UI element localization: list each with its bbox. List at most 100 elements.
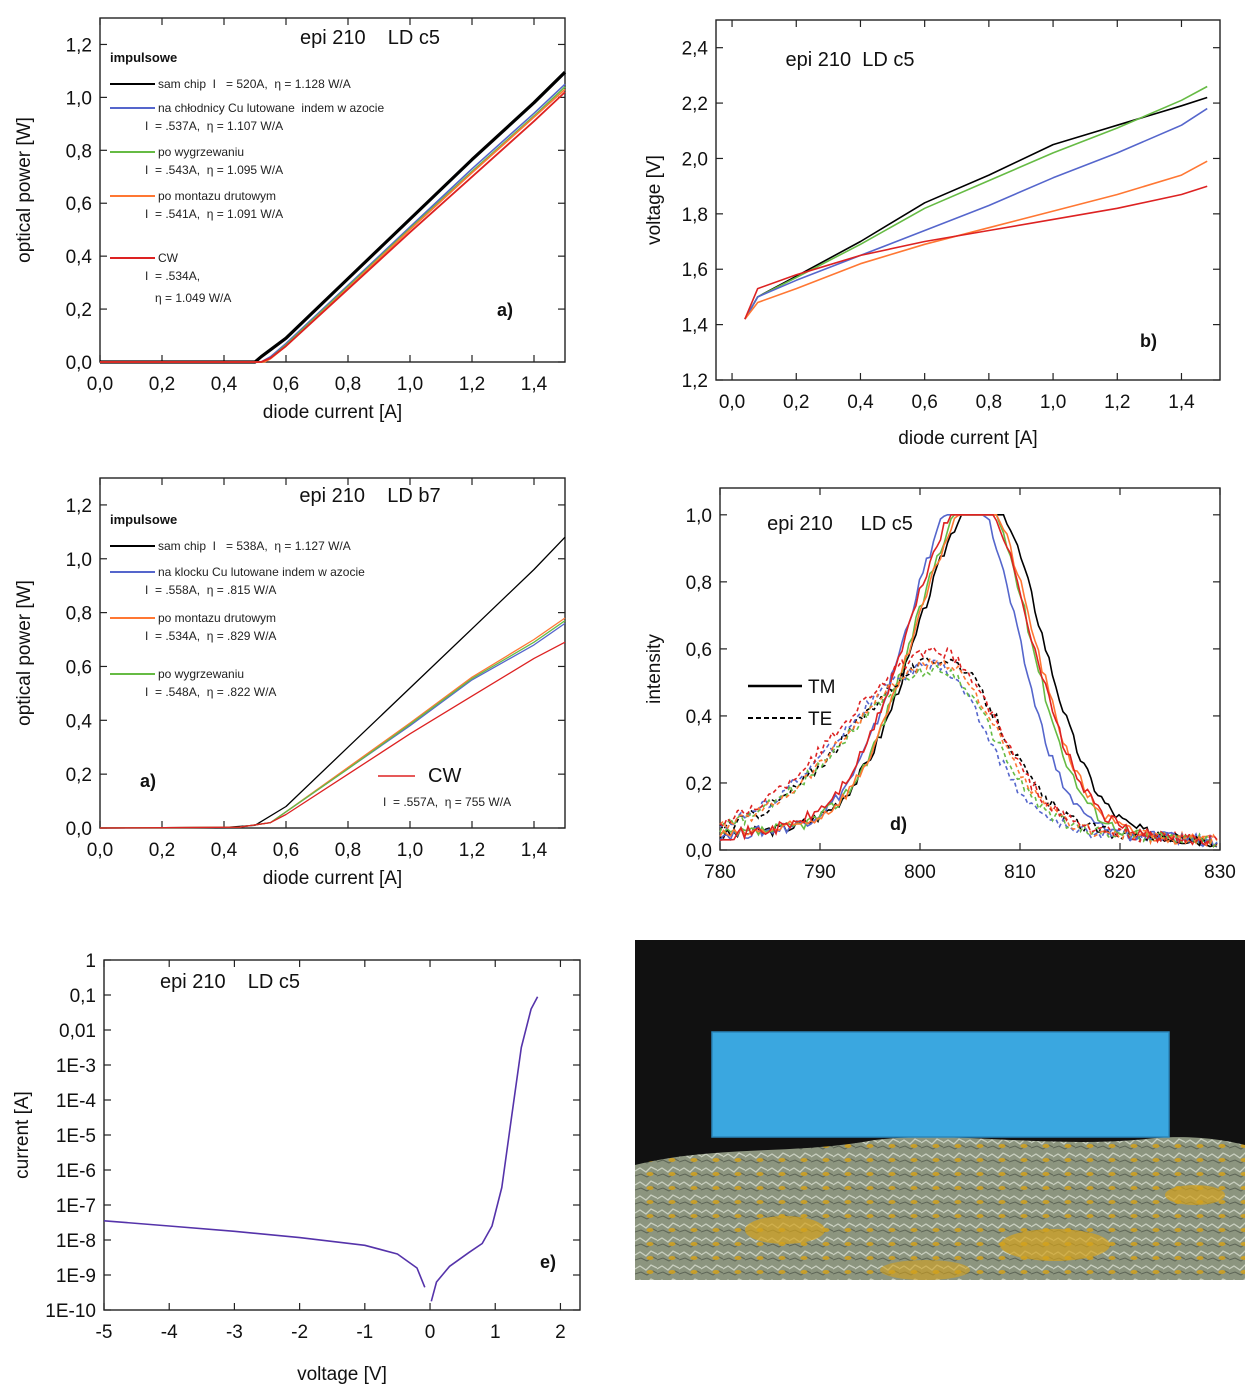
y-tick-label: 0,4 — [686, 707, 713, 728]
y-axis-label: voltage [V] — [644, 155, 665, 245]
series-line — [99, 641, 566, 829]
x-tick-label: 0,2 — [149, 374, 175, 395]
y-tick-label: 0,0 — [686, 841, 712, 862]
legend-entry-detail: I = .534A, — [145, 269, 200, 283]
y-tick-label: 0,4 — [66, 711, 93, 732]
legend-entry-detail: I = .543A, η = 1.095 W/A — [145, 163, 283, 177]
panel-letter: b) — [1140, 331, 1157, 351]
y-tick-label: 1E-10 — [45, 1301, 96, 1322]
chart-panel-e: -5 -4 -3 -2 -1 0 1 2 1E-10 1E-9 1E-8 1E-7 1E-6 1E-5 1E… — [0, 940, 600, 1389]
y-tick-label: 1E-5 — [56, 1126, 96, 1147]
plot-frame — [719, 487, 1221, 851]
x-tick-label: 0,8 — [976, 392, 1002, 413]
x-tick-label: 830 — [1204, 862, 1236, 883]
x-tick-label: 0 — [425, 1322, 436, 1343]
legend-entry: CW — [158, 251, 179, 265]
y-tick-label: 0,6 — [66, 657, 92, 678]
y-tick-label: 1,8 — [682, 205, 708, 226]
chart-panel-d: 780 790 800 810 820 830 0,0 0,2 0,4 0,6 0,8 1,0 inte… — [620, 460, 1246, 900]
panel-letter: a) — [140, 771, 156, 791]
y-tick-label: 1,0 — [66, 88, 92, 109]
y-tick-label: 0,6 — [66, 194, 92, 215]
legend-entry: po montazu drutowym — [158, 611, 276, 625]
legend-entry-detail: I = .534A, η = .829 W/A — [145, 629, 276, 643]
x-tick-label: 0,6 — [273, 840, 299, 861]
series-line — [100, 88, 566, 363]
solder-region — [1165, 1185, 1225, 1205]
chart-e-svg: -5 -4 -3 -2 -1 0 1 2 1E-10 1E-9 1E-8 1E-7 1E-6 1E-5 1E… — [12, 951, 581, 1385]
x-axis-label: diode current [A] — [898, 428, 1037, 449]
x-tick-label: 0,2 — [149, 840, 175, 861]
x-tick-label: 1 — [490, 1322, 501, 1343]
x-tick-label: 1,0 — [397, 374, 423, 395]
te-spectrum-line — [719, 664, 1218, 849]
legend-entry-detail: I = .537A, η = 1.107 W/A — [145, 119, 283, 133]
tm-spectrum-line — [719, 514, 1218, 848]
legend-tm: TM — [808, 677, 835, 698]
te-spectrum-line — [719, 659, 1218, 849]
legend-entry-detail: I = .541A, η = 1.091 W/A — [145, 207, 283, 221]
legend-entry: po wygrzewaniu — [158, 145, 244, 159]
legend-entry: po wygrzewaniu — [158, 667, 244, 681]
legend-entry-detail: I = .548A, η = .822 W/A — [145, 685, 276, 699]
x-tick-label: 1,2 — [1104, 392, 1130, 413]
tm-spectrum-line — [719, 514, 1218, 847]
chart-a-top-svg: 0,0 0,2 0,4 0,6 0,8 1,0 1,2 1,4 0,0 0,2 0,4 0,6 0,8 1… — [14, 17, 567, 423]
x-tick-label: 0,0 — [87, 374, 113, 395]
legend-entry-detail: I = .558A, η = .815 W/A — [145, 583, 276, 597]
plot-frame — [99, 17, 566, 363]
legend-entry: na chłodnicy Cu lutowane indem w azocie — [158, 101, 384, 115]
y-tick-label: 0,2 — [686, 774, 712, 795]
x-tick-label: -2 — [291, 1322, 308, 1343]
x-tick-label: 1,2 — [459, 374, 485, 395]
y-tick-label: 2,4 — [682, 39, 709, 60]
x-tick-label: 0,0 — [719, 392, 745, 413]
y-tick-label: 1,0 — [686, 506, 712, 527]
x-tick-label: 0,8 — [335, 840, 361, 861]
y-tick-label: 1,6 — [682, 260, 708, 281]
x-tick-label: 0,0 — [87, 840, 113, 861]
solder-region — [880, 1260, 970, 1280]
x-axis-label: diode current [A] — [263, 868, 402, 889]
legend-title: impulsowe — [110, 512, 177, 527]
series-line — [103, 1220, 426, 1288]
y-tick-label: 0,6 — [686, 640, 712, 661]
x-tick-label: 0,6 — [911, 392, 937, 413]
series-line — [744, 85, 1208, 320]
y-tick-label: 1E-8 — [56, 1231, 96, 1252]
laser-bar — [711, 1031, 1170, 1138]
y-tick-label: 1 — [85, 951, 96, 972]
x-tick-label: 810 — [1004, 862, 1036, 883]
y-tick-label: 0,4 — [66, 247, 93, 268]
y-tick-label: 1,0 — [66, 550, 92, 571]
tm-spectrum-line — [719, 514, 1218, 848]
chart-title: epi 210 LD b7 — [299, 485, 440, 507]
x-tick-label: 2 — [555, 1322, 566, 1343]
te-spectrum-line — [719, 646, 1218, 846]
x-tick-label: -4 — [161, 1322, 178, 1343]
substrate-surface — [635, 1137, 1245, 1280]
plot-frame — [715, 19, 1221, 381]
x-tick-label: 780 — [704, 862, 736, 883]
legend-title: impulsowe — [110, 50, 177, 65]
chart-title: epi 210 LD c5 — [786, 49, 915, 71]
legend-te: TE — [808, 709, 832, 730]
x-tick-label: 790 — [804, 862, 836, 883]
series-line — [744, 96, 1208, 320]
y-tick-label: 1,2 — [66, 35, 92, 56]
chart-title: epi 210 LD c5 — [160, 971, 300, 993]
y-tick-label: 1E-6 — [56, 1161, 96, 1182]
x-tick-label: 0,4 — [211, 374, 238, 395]
x-tick-label: 0,6 — [273, 374, 299, 395]
y-tick-label: 2,2 — [682, 94, 708, 115]
y-tick-label: 1E-7 — [56, 1196, 96, 1217]
x-tick-label: 1,0 — [397, 840, 423, 861]
y-tick-label: 0,8 — [66, 141, 92, 162]
tm-spectrum-line — [719, 514, 1218, 848]
x-tick-label: 1,4 — [521, 374, 548, 395]
solder-region — [745, 1216, 825, 1244]
chart-d-svg: 780 790 800 810 820 830 0,0 0,2 0,4 0,6 0,8 1,0 inte… — [644, 487, 1236, 883]
y-tick-label: 1,2 — [66, 496, 92, 517]
tm-spectrum-line — [719, 514, 1218, 848]
x-tick-label: 0,8 — [335, 374, 361, 395]
